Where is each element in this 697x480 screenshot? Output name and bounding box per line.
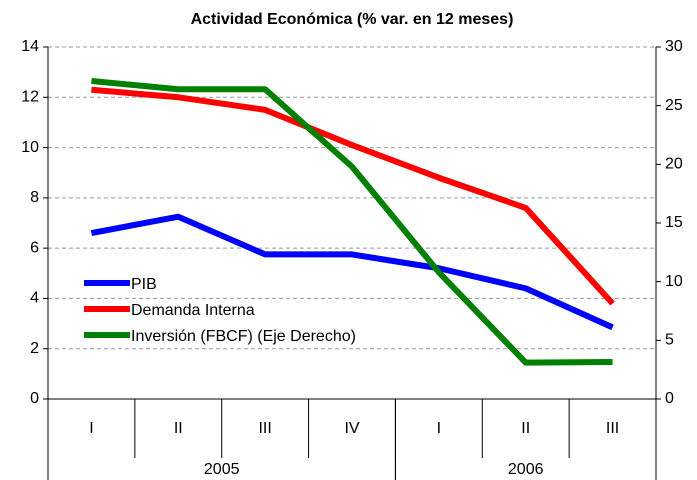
- group-label: 2005: [204, 461, 240, 478]
- legend-label: Inversión (FBCF) (Eje Derecho): [131, 328, 356, 345]
- y2-tick-label: 15: [665, 214, 683, 231]
- y2-tick-label: 20: [665, 156, 683, 173]
- y-tick-label: 0: [30, 390, 39, 407]
- y2-tick-label: 25: [665, 97, 683, 114]
- y2-tick-label: 10: [665, 273, 683, 290]
- chart-title: Actividad Económica (% var. en 12 meses): [191, 11, 514, 28]
- legend-label: Demanda Interna: [131, 302, 255, 319]
- y2-tick-label: 0: [665, 390, 674, 407]
- series-line: [91, 86, 615, 306]
- y-tick-label: 2: [30, 340, 39, 357]
- y-tick-label: 14: [21, 38, 39, 55]
- x-tick-label: II: [174, 420, 183, 437]
- y-tick-label: 4: [30, 290, 39, 307]
- y-tick-label: 6: [30, 239, 39, 256]
- y-tick-label: 10: [21, 139, 39, 156]
- y-tick-label: 8: [30, 189, 39, 206]
- y2-tick-label: 5: [665, 332, 674, 349]
- x-tick-label: I: [89, 420, 93, 437]
- legend-label: PIB: [131, 276, 157, 293]
- series-line: [90, 213, 614, 331]
- y-tick-label: 12: [21, 89, 39, 106]
- series-line: [91, 78, 613, 366]
- x-tick-label: III: [258, 420, 271, 437]
- x-tick-label: II: [521, 420, 530, 437]
- group-label: 2006: [508, 461, 544, 478]
- x-tick-label: III: [606, 420, 619, 437]
- y2-tick-label: 30: [665, 38, 683, 55]
- x-tick-label: IV: [344, 420, 359, 437]
- x-tick-label: I: [437, 420, 441, 437]
